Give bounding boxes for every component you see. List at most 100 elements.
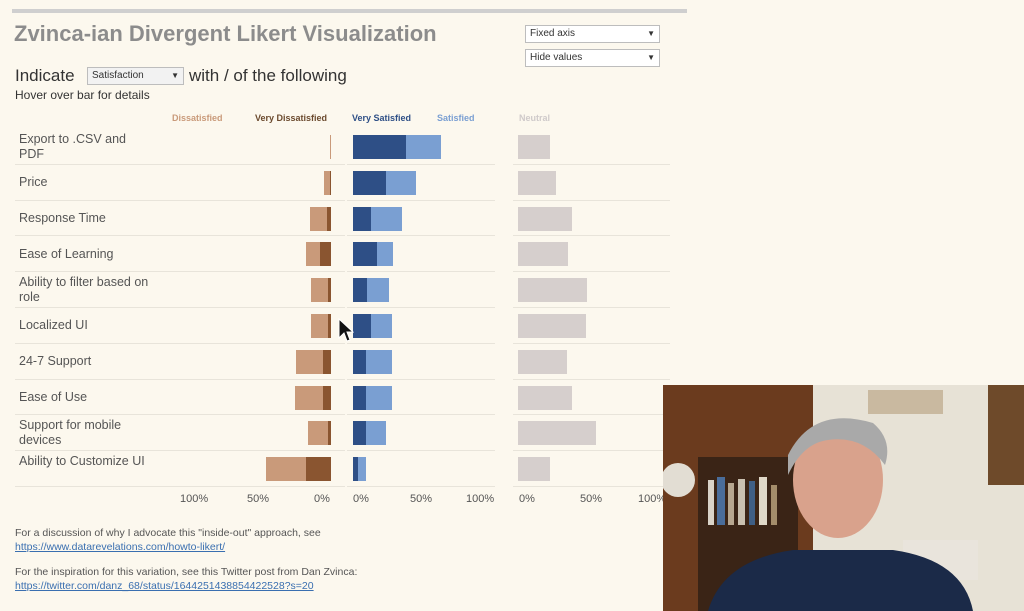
row-label: Response Time [19, 211, 106, 225]
bar-neutral[interactable] [518, 170, 557, 195]
bar-satisfied[interactable] [385, 170, 416, 195]
row-separator [513, 271, 670, 273]
legend-neutral: Neutral [519, 113, 551, 123]
legend-satisfied: Satisfied [437, 113, 475, 123]
bar-neutral[interactable] [518, 349, 567, 374]
bar-satisfied[interactable] [358, 457, 366, 482]
row-separator [15, 199, 345, 201]
row-separator [513, 414, 670, 416]
bar-dissatisfied[interactable] [309, 206, 327, 231]
row-label: Support for mobile devices [19, 418, 122, 448]
bar-satisfied[interactable] [366, 278, 390, 303]
bar-very-satisfied[interactable] [353, 349, 366, 374]
row-separator [15, 378, 345, 380]
bar-neutral[interactable] [518, 421, 596, 446]
footer-text-2: For the inspiration for this variation, … [15, 566, 358, 578]
pos-axis-tick: 50% [410, 493, 433, 505]
bar-very-dissatisfied[interactable] [328, 313, 331, 338]
row-separator [513, 450, 670, 452]
row-label: Ease of Learning [19, 246, 114, 261]
webcam-overlay [663, 385, 1024, 611]
bar-dissatisfied[interactable] [296, 349, 323, 374]
bar-neutral[interactable] [518, 457, 551, 482]
row-separator [513, 486, 670, 487]
bar-satisfied[interactable] [365, 385, 392, 410]
row-separator [347, 307, 495, 308]
row-separator [347, 199, 495, 201]
row-separator [347, 378, 495, 380]
bar-satisfied[interactable] [376, 242, 393, 267]
bar-very-dissatisfied[interactable] [327, 206, 331, 231]
bar-neutral[interactable] [518, 278, 588, 303]
bar-very-dissatisfied[interactable] [323, 385, 331, 410]
bar-very-satisfied[interactable] [353, 385, 366, 410]
mouse-cursor-icon [338, 317, 355, 349]
pos-axis-tick: 0% [353, 493, 369, 505]
bar-very-satisfied[interactable] [353, 421, 366, 446]
bar-very-dissatisfied[interactable] [328, 278, 331, 303]
legend-dissatisfied: Dissatisfied [172, 113, 223, 123]
bar-dissatisfied[interactable] [295, 385, 323, 410]
bar-very-satisfied[interactable] [353, 134, 406, 159]
row-separator [513, 342, 670, 344]
bar-dissatisfied[interactable] [265, 457, 306, 482]
bar-very-dissatisfied[interactable] [329, 170, 331, 195]
chevron-down-icon: ▼ [647, 53, 655, 62]
neg-axis-tick: 100% [180, 493, 209, 505]
bar-dissatisfied[interactable] [311, 278, 329, 303]
row-separator [513, 163, 670, 165]
bar-very-dissatisfied[interactable] [328, 421, 331, 446]
bar-dissatisfied[interactable] [305, 242, 321, 267]
indicate-label: Indicate [15, 66, 75, 85]
bar-neutral[interactable] [518, 134, 551, 159]
row-separator [15, 414, 345, 416]
bar-very-dissatisfied[interactable] [320, 242, 331, 267]
bar-satisfied[interactable] [365, 421, 386, 446]
bar-very-satisfied[interactable] [353, 170, 386, 195]
bar-very-dissatisfied[interactable] [323, 349, 331, 374]
row-separator [347, 414, 495, 416]
legend-very-dissatisfied: Very Dissatisfied [255, 113, 328, 123]
bar-dissatisfied[interactable] [308, 421, 329, 446]
chevron-down-icon: ▼ [171, 71, 179, 80]
row-separator [15, 271, 345, 273]
indicate-select-value: Satisfaction [92, 70, 144, 81]
row-separator [513, 235, 670, 237]
row-separator [15, 342, 345, 344]
bar-dissatisfied[interactable] [324, 170, 330, 195]
values-select-value: Hide values [530, 52, 583, 63]
bar-very-satisfied[interactable] [353, 457, 358, 482]
hover-hint: Hover over bar for details [15, 88, 150, 102]
bar-satisfied[interactable] [365, 349, 392, 374]
bar-very-satisfied[interactable] [353, 313, 371, 338]
bar-very-satisfied[interactable] [353, 278, 367, 303]
bar-satisfied[interactable] [405, 134, 441, 159]
neutral-axis-tick: 100% [638, 493, 667, 505]
row-label: 24-7 Support [19, 354, 92, 369]
footer-link-1[interactable]: https://www.datarevelations.com/howto-li… [15, 541, 226, 553]
bar-very-satisfied[interactable] [353, 242, 377, 267]
indicate-select[interactable]: Satisfaction ▼ [87, 67, 184, 85]
bar-neutral[interactable] [518, 206, 573, 231]
row-separator [15, 486, 345, 487]
row-separator [347, 163, 495, 165]
neutral-axis-tick: 50% [580, 493, 603, 505]
bar-satisfied[interactable] [370, 206, 402, 231]
row-label: Ability to filter based on role [19, 275, 149, 305]
chevron-down-icon: ▼ [647, 29, 655, 38]
bar-very-satisfied[interactable] [353, 206, 371, 231]
row-label: Localized UI [19, 318, 88, 333]
bar-very-dissatisfied[interactable] [305, 457, 331, 482]
footer-link-2[interactable]: https://twitter.com/danz_68/status/16442… [15, 580, 314, 592]
footer-text-1: For a discussion of why I advocate this … [15, 527, 321, 539]
bar-satisfied[interactable] [370, 313, 392, 338]
axis-select[interactable]: Fixed axis ▼ [525, 25, 660, 43]
bar-neutral[interactable] [518, 385, 573, 410]
row-separator [513, 199, 670, 201]
bar-dissatisfied[interactable] [329, 134, 331, 159]
axis-select-value: Fixed axis [530, 28, 576, 39]
bar-neutral[interactable] [518, 242, 568, 267]
bar-neutral[interactable] [518, 313, 586, 338]
bar-dissatisfied[interactable] [311, 313, 329, 338]
values-select[interactable]: Hide values ▼ [525, 49, 660, 67]
